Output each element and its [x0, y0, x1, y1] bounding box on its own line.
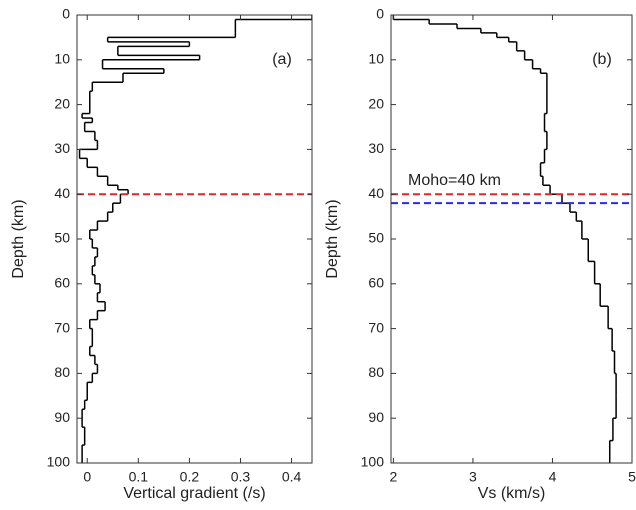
- x-tick-label: 0.4: [282, 469, 302, 485]
- y-tick-label: 60: [368, 275, 384, 291]
- y-tick-label: 10: [54, 51, 70, 67]
- x-axis-label: Vs (km/s): [478, 485, 546, 502]
- x-tick-label: 0.3: [231, 469, 251, 485]
- y-axis-label: Depth (km): [324, 199, 341, 278]
- annotation: Moho=40 km: [408, 172, 501, 189]
- y-tick-label: 0: [62, 6, 70, 22]
- y-tick-label: 50: [368, 230, 384, 246]
- y-tick-label: 40: [54, 185, 70, 201]
- y-tick-label: 80: [54, 364, 70, 380]
- y-tick-label: 30: [54, 140, 70, 156]
- x-axis-label: Vertical gradient (/s): [123, 485, 265, 502]
- x-tick-label: 2: [389, 469, 397, 485]
- y-tick-label: 50: [54, 230, 70, 246]
- y-tick-label: 90: [368, 409, 384, 425]
- y-tick-label: 40: [368, 185, 384, 201]
- y-tick-label: 10: [368, 51, 384, 67]
- y-tick-label: 0: [376, 6, 384, 22]
- plot-area: [77, 15, 312, 463]
- x-tick-label: 3: [469, 469, 477, 485]
- x-tick-label: 0: [83, 469, 91, 485]
- x-tick-label: 0.2: [180, 469, 200, 485]
- y-tick-label: 20: [54, 95, 70, 111]
- y-tick-label: 100: [361, 454, 385, 470]
- y-tick-label: 90: [54, 409, 70, 425]
- axes-box: [390, 14, 633, 464]
- x-tick-label: 4: [549, 469, 557, 485]
- x-tick-label: 5: [628, 469, 636, 485]
- y-tick-label: 100: [47, 454, 71, 470]
- y-axis-label: Depth (km): [10, 199, 27, 278]
- panel-label: (b): [592, 51, 612, 68]
- y-tick-label: 70: [54, 319, 70, 335]
- y-tick-label: 80: [368, 364, 384, 380]
- x-tick-label: 0.1: [129, 469, 149, 485]
- y-tick-label: 60: [54, 275, 70, 291]
- y-tick-label: 20: [368, 95, 384, 111]
- y-tick-label: 70: [368, 319, 384, 335]
- plot-area: [391, 15, 632, 463]
- y-tick-label: 30: [368, 140, 384, 156]
- panel-label: (a): [272, 51, 292, 68]
